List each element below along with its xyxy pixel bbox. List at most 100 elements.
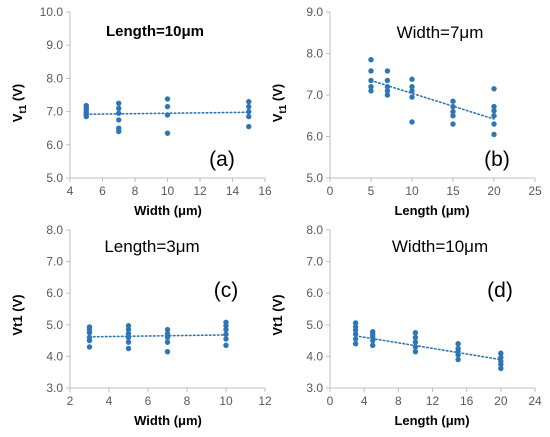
data-point bbox=[164, 96, 171, 102]
y-tick-label: 5.0 bbox=[306, 171, 323, 185]
x-tick-label: 25 bbox=[528, 184, 542, 198]
data-point bbox=[455, 356, 461, 363]
y-axis-label-main: Vt1 bbox=[270, 315, 285, 335]
data-point bbox=[125, 345, 132, 352]
y-axis-label: Vt1 (V) bbox=[10, 294, 25, 335]
x-tick-label: 20 bbox=[487, 184, 501, 198]
data-point bbox=[409, 84, 415, 90]
data-point bbox=[125, 326, 132, 333]
y-tick-label: 8.0 bbox=[46, 223, 63, 237]
x-tick-label: 6 bbox=[145, 394, 152, 408]
data-point bbox=[352, 336, 359, 342]
y-tick-label: 4.0 bbox=[46, 349, 63, 363]
x-axis-label: Length (μm) bbox=[394, 203, 469, 218]
y-axis-label-unit: (V) bbox=[270, 84, 285, 105]
data-point bbox=[223, 319, 229, 325]
y-tick-label: 7.0 bbox=[46, 255, 63, 269]
chart-panel-c: 2 4 6 8 10 12 3.0 4.0 5.0 6.0 7.0 8.0 Length=3μm (c) W… bbox=[10, 223, 272, 428]
y-tick-label: 8.0 bbox=[46, 71, 63, 85]
x-tick-label: 0 bbox=[327, 394, 334, 408]
x-tick-label: 10 bbox=[405, 184, 419, 198]
y-axis-label: Vt1 (V) bbox=[270, 294, 285, 335]
y-tick-label: 10.0 bbox=[40, 5, 64, 19]
data-point bbox=[116, 110, 122, 116]
data-point bbox=[412, 334, 419, 341]
data-point bbox=[125, 334, 132, 341]
data-point bbox=[246, 123, 252, 130]
data-point bbox=[164, 112, 171, 118]
data-point bbox=[455, 341, 461, 347]
data-point bbox=[412, 339, 419, 345]
data-point bbox=[83, 102, 89, 109]
data-point bbox=[412, 348, 419, 355]
x-axis-label: Length (μm) bbox=[394, 413, 469, 428]
data-point bbox=[498, 358, 504, 364]
y-tick-label: 6.0 bbox=[306, 130, 323, 144]
data-point bbox=[116, 125, 122, 131]
y-tick-label: 6.0 bbox=[46, 138, 63, 152]
data-point bbox=[409, 119, 415, 125]
y-tick-label: 5.0 bbox=[46, 171, 63, 185]
data-point bbox=[498, 350, 504, 356]
chart-title: Width=7μm bbox=[397, 23, 484, 42]
data-point bbox=[455, 345, 461, 352]
data-point bbox=[384, 88, 391, 94]
data-point bbox=[384, 77, 391, 84]
x-tick-label: 15 bbox=[446, 184, 460, 198]
y-tick-label: 5.0 bbox=[46, 318, 63, 332]
x-tick-label: 24 bbox=[528, 394, 542, 408]
x-tick-label: 12 bbox=[193, 184, 207, 198]
data-point bbox=[409, 88, 415, 94]
data-point bbox=[491, 121, 497, 127]
data-point bbox=[223, 342, 229, 349]
data-point bbox=[116, 100, 122, 107]
data-point bbox=[498, 354, 504, 361]
data-point bbox=[352, 341, 359, 347]
x-axis-label: Width (μm) bbox=[134, 203, 202, 218]
y-tick-label: 8.0 bbox=[306, 47, 323, 61]
y-axis-label-unit: (V) bbox=[10, 294, 25, 315]
data-point bbox=[409, 94, 415, 100]
data-point bbox=[116, 105, 122, 111]
y-axis-label-main: V bbox=[10, 113, 25, 122]
data-point bbox=[352, 331, 359, 337]
y-axis-label-main: V bbox=[270, 113, 285, 122]
x-tick-label: 16 bbox=[460, 394, 474, 408]
data-point bbox=[409, 76, 415, 82]
x-tick-label: 12 bbox=[258, 394, 272, 408]
chart-title: Length=3μm bbox=[104, 237, 199, 256]
data-point bbox=[368, 88, 374, 94]
data-point bbox=[86, 334, 93, 341]
data-point bbox=[246, 103, 252, 110]
data-point bbox=[384, 92, 391, 98]
y-tick-label: 5.0 bbox=[306, 318, 323, 332]
data-point bbox=[384, 68, 391, 74]
data-point bbox=[164, 330, 171, 337]
data-point bbox=[450, 121, 456, 127]
y-axis-label-subscript: t1 bbox=[18, 104, 29, 113]
x-tick-label: 4 bbox=[106, 394, 113, 408]
y-tick-label: 7.0 bbox=[306, 88, 323, 102]
data-point bbox=[223, 326, 229, 333]
x-tick-label: 6 bbox=[99, 184, 106, 198]
x-tick-label: 4 bbox=[361, 394, 368, 408]
y-tick-label: 6.0 bbox=[46, 286, 63, 300]
data-point bbox=[246, 113, 252, 120]
y-tick-label: 8.0 bbox=[306, 223, 323, 237]
data-point bbox=[412, 330, 419, 336]
chart-title: Width=10μm bbox=[392, 237, 488, 256]
data-point bbox=[246, 98, 252, 105]
data-point bbox=[223, 336, 229, 342]
chart-panel-b: 0 5 10 15 20 25 5.0 6.0 7.0 8.0 9.0 Width=7μm (b) Len… bbox=[270, 5, 542, 218]
chart-panel-a: 4 6 8 10 12 14 16 5.0 6.0 7.0 8.0 9.0 10.0 Length=10μ… bbox=[10, 5, 272, 218]
panel-label: (d) bbox=[487, 279, 513, 302]
x-tick-label: 5 bbox=[368, 184, 375, 198]
data-point bbox=[125, 323, 132, 329]
y-axis-label-unit: (V) bbox=[270, 294, 285, 315]
y-tick-label: 4.0 bbox=[306, 349, 323, 363]
x-tick-label: 4 bbox=[67, 184, 74, 198]
data-point bbox=[164, 339, 171, 345]
x-tick-label: 10 bbox=[219, 394, 233, 408]
x-tick-label: 14 bbox=[226, 184, 240, 198]
